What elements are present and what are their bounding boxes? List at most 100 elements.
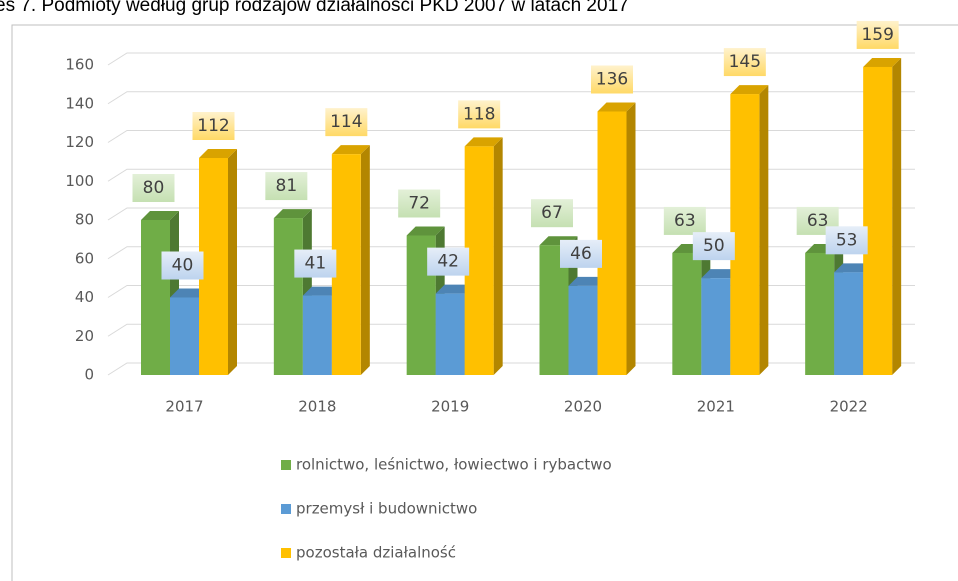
bar: [863, 66, 893, 375]
data-label: 72: [408, 194, 430, 214]
data-label: 42: [437, 252, 459, 272]
data-label-box: [531, 199, 573, 228]
bar-top: [701, 269, 740, 279]
bar-side: [892, 57, 902, 375]
bar-top: [273, 209, 312, 219]
y-tick-label: 80: [75, 211, 94, 229]
y-tick-label: 0: [84, 366, 94, 384]
data-label: 63: [674, 211, 696, 231]
bar-top: [141, 211, 179, 220]
bar-top: [568, 276, 607, 286]
data-label-box: [663, 206, 706, 235]
data-label: 145: [729, 52, 761, 72]
x-tick-label: 2021: [697, 398, 735, 416]
data-label: 80: [143, 178, 165, 198]
x-tick-label: 2020: [564, 398, 602, 416]
bar: [273, 218, 303, 375]
bar-side: [228, 149, 237, 375]
data-label-box: [458, 100, 501, 129]
bar: [331, 154, 361, 375]
data-label-box: [560, 239, 602, 268]
grid-line: [107, 207, 915, 221]
bar-top: [597, 102, 636, 112]
bar: [672, 252, 702, 375]
data-label-box: [591, 65, 633, 94]
grid-line: [107, 362, 915, 376]
legend-label: przemysł i budownictwo: [296, 500, 477, 518]
data-label: 81: [276, 176, 298, 196]
bar-top: [863, 57, 902, 67]
data-label-box: [692, 232, 735, 261]
grid-line: [107, 130, 915, 143]
data-label: 40: [172, 256, 194, 276]
x-tick-label: 2017: [165, 398, 203, 416]
bar: [170, 297, 199, 375]
bar: [141, 220, 170, 375]
bar-top: [199, 149, 237, 158]
bar-top: [464, 137, 503, 147]
bar-top: [834, 263, 873, 273]
bar-side: [360, 145, 370, 375]
y-tick-label: 20: [75, 327, 94, 345]
bar: [597, 111, 627, 375]
data-label: 159: [861, 25, 893, 45]
bar-side: [493, 137, 503, 375]
legend-label: pozostała działalność: [296, 544, 456, 562]
data-label: 136: [596, 70, 628, 90]
data-label-box: [856, 20, 899, 49]
legend-swatch: [281, 460, 291, 470]
bar-top: [406, 226, 445, 236]
data-label: 63: [807, 211, 829, 231]
grid-line: [107, 246, 915, 260]
data-label: 118: [463, 104, 495, 124]
y-tick-label: 160: [65, 56, 94, 74]
data-label: 114: [330, 112, 362, 132]
grid-line: [107, 91, 915, 105]
grid-line: [107, 52, 915, 66]
bar: [199, 158, 228, 375]
legend-swatch: [281, 504, 291, 514]
data-label-box: [427, 247, 470, 276]
bar-top: [730, 85, 769, 95]
bar-top: [331, 145, 370, 155]
grid-line: [107, 168, 915, 182]
bar: [730, 94, 760, 375]
bar-top: [302, 286, 341, 296]
grid-line: [107, 285, 915, 298]
y-tick-label: 100: [65, 172, 94, 190]
x-tick-label: 2022: [830, 398, 868, 416]
chart-title: es 7. Podmioty według grup rodzajów dzia…: [0, 0, 629, 16]
data-label-box: [294, 249, 337, 278]
data-label-box: [325, 108, 368, 137]
data-label: 112: [197, 116, 229, 136]
bar: [834, 272, 864, 375]
data-label-box: [132, 174, 175, 202]
data-label: 46: [570, 244, 592, 264]
bar-side: [626, 102, 636, 375]
y-tick-label: 60: [75, 249, 94, 267]
bar: [805, 252, 835, 375]
data-label-box: [192, 112, 235, 140]
bar-top: [435, 284, 474, 294]
bar: [568, 285, 598, 375]
data-label-box: [161, 251, 204, 280]
data-label-box: [723, 48, 766, 77]
chart-frame: [11, 24, 958, 581]
data-label: 53: [836, 230, 858, 250]
y-tick-label: 40: [75, 288, 94, 306]
data-label-box: [265, 172, 308, 201]
bar: [464, 146, 494, 375]
bar-side: [759, 85, 769, 375]
bar: [435, 293, 465, 375]
grid-line: [107, 323, 915, 337]
data-label: 67: [541, 203, 563, 223]
data-label: 50: [703, 236, 725, 256]
y-tick-label: 120: [65, 133, 94, 151]
legend-label: rolnictwo, leśnictwo, łowiectwo i rybact…: [296, 456, 612, 474]
x-tick-label: 2018: [298, 398, 336, 416]
legend-swatch: [281, 548, 291, 558]
data-label-box: [825, 226, 868, 255]
bar: [302, 295, 332, 375]
data-label-box: [398, 189, 441, 218]
